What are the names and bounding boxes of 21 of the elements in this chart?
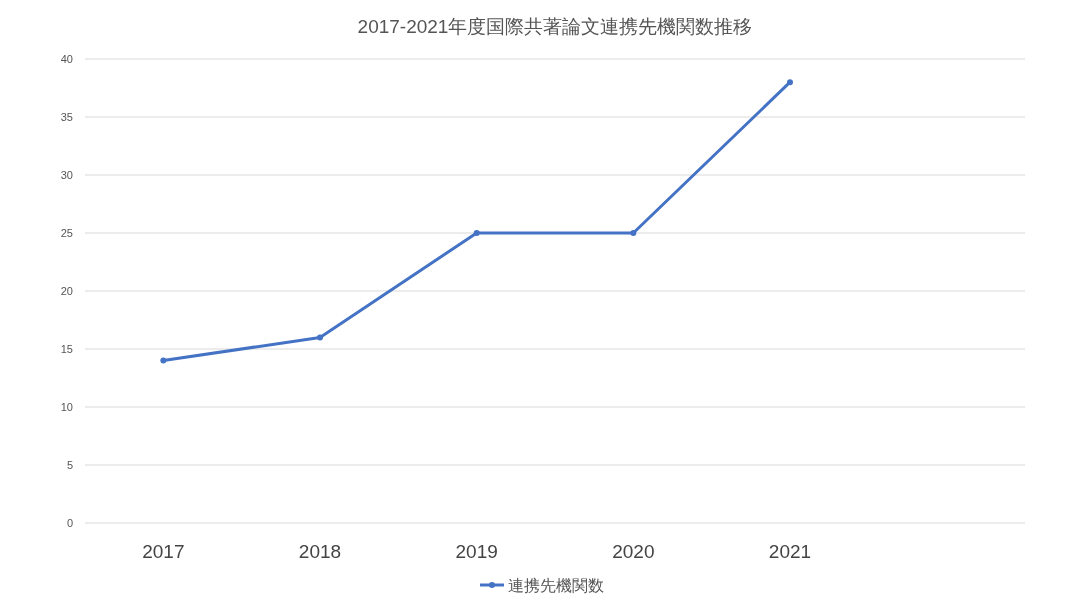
chart-title: 2017-2021年度国際共著論文連携先機関数推移	[357, 16, 753, 37]
y-tick-label: 10	[60, 401, 73, 413]
y-tick-label: 15	[60, 343, 73, 355]
x-tick-label: 2021	[768, 541, 812, 562]
point	[160, 357, 167, 364]
x-tick-label: 2020	[612, 541, 655, 562]
point	[630, 230, 637, 236]
x-tick-label: 2017	[142, 541, 185, 562]
y-tick-label: 5	[66, 459, 73, 471]
x-tick-label: 2019	[455, 541, 498, 562]
x-tick-label: 2018	[298, 541, 342, 562]
y-tick-label: 0	[66, 517, 73, 529]
y-tick-label: 25	[60, 227, 73, 239]
y-tick-label: 30	[60, 169, 73, 181]
y-tick-label: 20	[60, 285, 73, 297]
y-tick-label: 40	[60, 53, 73, 65]
y-tick-label: 35	[60, 111, 73, 123]
point	[317, 334, 323, 341]
point	[787, 79, 793, 86]
legend-label: 連携先機関数	[508, 577, 604, 594]
point	[473, 230, 480, 236]
